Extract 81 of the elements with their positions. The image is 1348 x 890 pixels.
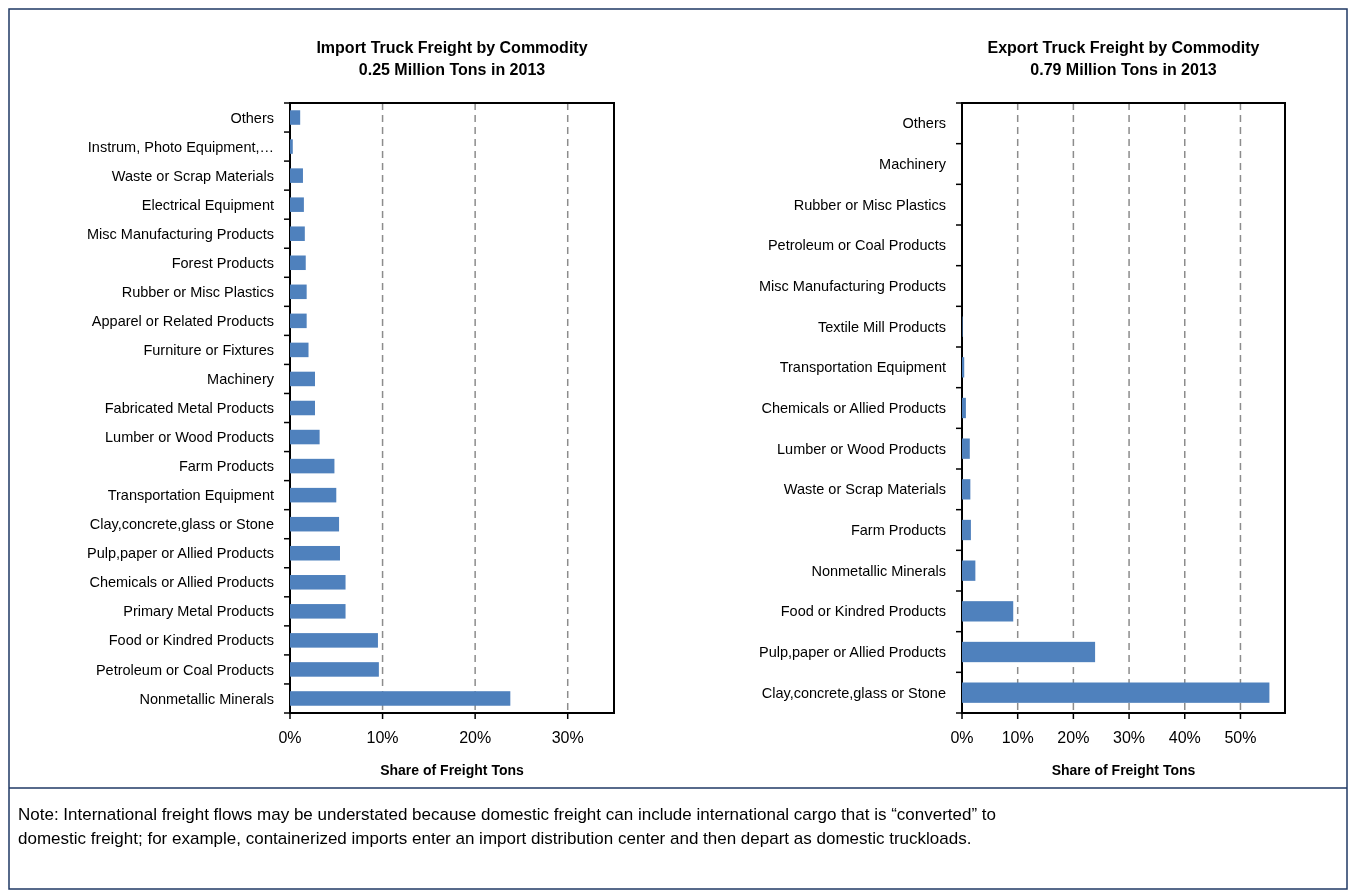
x-axis-title: Share of Freight Tons xyxy=(1051,762,1196,778)
bar xyxy=(290,487,337,503)
bar xyxy=(962,682,1270,703)
bar xyxy=(290,284,307,300)
x-tick-label: 0% xyxy=(950,729,974,746)
x-tick-label: 20% xyxy=(459,729,492,746)
y-tick-label: Others xyxy=(230,109,274,126)
x-tick-label: 30% xyxy=(551,729,584,746)
chart-title: Export Truck Freight by Commodity 0.79 Million Tons in 2013 xyxy=(987,39,1260,78)
y-tick-label: Lumber or Wood Products xyxy=(105,429,274,446)
x-axis-title: Share of Freight Tons xyxy=(380,762,525,778)
y-tick-label: Rubber or Misc Plastics xyxy=(793,196,946,213)
y-tick-label: Nonmetallic Minerals xyxy=(811,562,946,579)
y-tick-label: Machinery xyxy=(207,371,275,388)
y-tick-label: Lumber or Wood Products xyxy=(777,440,946,457)
bar xyxy=(290,400,315,416)
bar xyxy=(290,168,303,183)
bar xyxy=(290,429,320,445)
y-tick-label: Others xyxy=(902,115,946,132)
y-tick-label: Fabricated Metal Products xyxy=(104,400,274,417)
y-tick-label: Furniture or Fixtures xyxy=(143,341,274,358)
y-tick-label: Chemicals or Allied Products xyxy=(89,574,274,591)
y-tick-label: Transportation Equipment xyxy=(107,487,274,504)
bar xyxy=(290,662,379,677)
y-tick-label: Misc Manufacturing Products xyxy=(87,225,274,242)
bar xyxy=(290,691,511,706)
y-tick-label: Waste or Scrap Materials xyxy=(783,481,946,498)
x-tick-label: 30% xyxy=(1113,729,1146,746)
bar xyxy=(290,516,340,532)
bar xyxy=(290,255,306,271)
y-tick-label: Primary Metal Products xyxy=(123,603,274,620)
y-tick-label: Petroleum or Coal Products xyxy=(767,237,946,254)
y-tick-label: Transportation Equipment xyxy=(779,359,946,376)
y-tick-label: Electrical Equipment xyxy=(141,196,274,213)
bar xyxy=(290,313,307,329)
y-tick-label: Nonmetallic Minerals xyxy=(139,690,274,707)
y-tick-label: Machinery xyxy=(879,156,947,173)
bar xyxy=(290,633,378,648)
bar xyxy=(290,342,309,358)
bar xyxy=(290,110,301,125)
bar xyxy=(290,139,293,154)
y-tick-label: Pulp,paper or Allied Products xyxy=(87,545,274,562)
x-tick-label: 50% xyxy=(1224,729,1257,746)
bar xyxy=(962,641,1096,663)
y-tick-label: Waste or Scrap Materials xyxy=(111,167,274,184)
y-tick-label: Farm Products xyxy=(850,522,946,539)
y-tick-label: Textile Mill Products xyxy=(817,318,946,335)
bar xyxy=(290,458,335,474)
y-tick-label: Rubber or Misc Plastics xyxy=(121,283,274,300)
y-tick-label: Food or Kindred Products xyxy=(108,632,274,649)
x-tick-label: 10% xyxy=(1001,729,1034,746)
bar xyxy=(962,397,966,419)
bar xyxy=(290,371,315,387)
x-tick-label: 20% xyxy=(1057,729,1090,746)
bar xyxy=(290,545,340,561)
bar xyxy=(962,601,1014,622)
y-tick-label: Farm Products xyxy=(178,458,274,475)
y-tick-label: Chemicals or Allied Products xyxy=(761,400,946,417)
y-tick-label: Pulp,paper or Allied Products xyxy=(759,644,946,661)
x-tick-label: 10% xyxy=(366,729,399,746)
bar xyxy=(962,357,965,378)
bar xyxy=(962,519,971,541)
chart-title: Import Truck Freight by Commodity 0.25 Million Tons in 2013 xyxy=(316,39,588,78)
y-tick-label: Apparel or Related Products xyxy=(91,312,274,329)
x-tick-label: 40% xyxy=(1168,729,1201,746)
y-tick-label: Clay,concrete,glass or Stone xyxy=(761,684,946,701)
bar xyxy=(290,197,304,212)
y-tick-label: Instrum, Photo Equipment,… xyxy=(87,138,274,155)
y-tick-label: Clay,concrete,glass or Stone xyxy=(89,516,274,533)
bar xyxy=(962,479,971,500)
y-tick-label: Food or Kindred Products xyxy=(780,603,946,620)
x-tick-label: 0% xyxy=(278,729,302,746)
y-tick-label: Misc Manufacturing Products xyxy=(759,278,946,295)
text: Note: International freight flows may be understated because domestic freight can include international cargo that is “converted” to domestic freight; for example, containerized imports enter an import distribution center and then depart as domestic truckloads. xyxy=(18,805,997,848)
y-tick-label: Forest Products xyxy=(171,254,274,271)
bar xyxy=(962,438,970,459)
bar xyxy=(962,560,976,581)
y-tick-label: Petroleum or Coal Products xyxy=(95,661,274,678)
bar xyxy=(290,604,346,619)
bar xyxy=(290,575,346,590)
bar xyxy=(290,226,305,241)
